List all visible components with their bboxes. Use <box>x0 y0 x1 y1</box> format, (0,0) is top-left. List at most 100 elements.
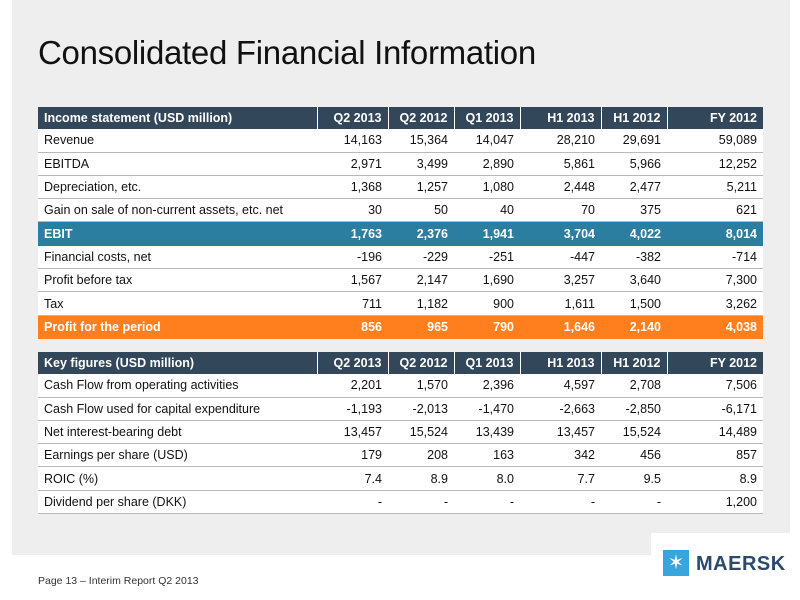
table-cell: 30 <box>317 198 388 223</box>
table-cell: 14,489 <box>667 420 763 445</box>
column-header: Q2 2012 <box>387 107 454 130</box>
row-label: Cash Flow from operating activities <box>38 374 317 398</box>
column-header: FY 2012 <box>666 352 763 375</box>
row-label: EBITDA <box>38 152 317 176</box>
table-cell: 8.0 <box>454 466 520 491</box>
table-cell: 3,704 <box>520 221 601 246</box>
table-cell: - <box>454 490 520 515</box>
column-header: Q2 2013 <box>316 107 388 130</box>
table-row: EBITDA 2,971 3,499 2,890 5,861 5,966 12,… <box>38 152 763 176</box>
row-label: Net interest-bearing debt <box>38 420 317 445</box>
table-cell: 3,262 <box>667 291 763 316</box>
table-cell: 208 <box>388 443 454 468</box>
table-cell: 8,014 <box>667 221 763 246</box>
column-header: H1 2013 <box>519 352 601 375</box>
table-cell: 28,210 <box>520 129 601 153</box>
key-figures-table: Key figures (USD million) Q2 2013 Q2 201… <box>38 352 763 515</box>
table-cell: -2,663 <box>520 397 601 421</box>
table-cell: 3,257 <box>520 268 601 293</box>
row-label: ROIC (%) <box>38 466 317 491</box>
table-cell: 1,500 <box>601 291 667 316</box>
table-cell: -251 <box>454 245 520 270</box>
column-header: Q1 2013 <box>453 352 520 375</box>
table-cell: -714 <box>667 245 763 270</box>
row-label: Dividend per share (DKK) <box>38 490 317 515</box>
table-row: Tax 711 1,182 900 1,611 1,500 3,262 <box>38 291 763 316</box>
table-cell: 1,763 <box>317 221 388 246</box>
table-cell: 1,570 <box>388 374 454 398</box>
table-cell: 5,966 <box>601 152 667 176</box>
table-cell: - <box>601 490 667 515</box>
table-cell: 7,506 <box>667 374 763 398</box>
table-row: Earnings per share (USD) 179 208 163 342… <box>38 443 763 468</box>
table-cell: 50 <box>388 198 454 223</box>
table-cell: 2,396 <box>454 374 520 398</box>
table-cell: 3,640 <box>601 268 667 293</box>
table-cell: 621 <box>667 198 763 223</box>
table-cell: 965 <box>388 315 454 339</box>
table-cell: 8.9 <box>388 466 454 491</box>
table-cell: 3,499 <box>388 152 454 176</box>
table-row: Net interest-bearing debt 13,457 15,524 … <box>38 420 763 445</box>
table-cell: 13,457 <box>317 420 388 445</box>
table-cell: 15,524 <box>601 420 667 445</box>
page-title: Consolidated Financial Information <box>38 34 536 71</box>
table-cell: 13,439 <box>454 420 520 445</box>
row-label: Profit for the period <box>38 315 317 339</box>
table-cell: 5,211 <box>667 175 763 200</box>
table-cell: 1,567 <box>317 268 388 293</box>
table-cell: 1,646 <box>520 315 601 339</box>
table-cell: 1,200 <box>667 490 763 515</box>
table-cell: 70 <box>520 198 601 223</box>
table-cell: 1,611 <box>520 291 601 316</box>
table-cell: 4,038 <box>667 315 763 339</box>
column-header: H1 2013 <box>519 107 601 130</box>
table-cell: 5,861 <box>520 152 601 176</box>
table-cell: -2,850 <box>601 397 667 421</box>
table-cell: 1,080 <box>454 175 520 200</box>
column-header: H1 2012 <box>600 352 667 375</box>
table-cell: -196 <box>317 245 388 270</box>
row-label: Earnings per share (USD) <box>38 443 317 468</box>
column-header: H1 2012 <box>600 107 667 130</box>
column-header: Q1 2013 <box>453 107 520 130</box>
row-label: Financial costs, net <box>38 245 317 270</box>
table-cell: 2,376 <box>388 221 454 246</box>
table-cell: 9.5 <box>601 466 667 491</box>
income-statement-table: Income statement (USD million) Q2 2013 Q… <box>38 107 763 339</box>
column-header: Income statement (USD million) <box>38 107 317 130</box>
table-cell: 2,708 <box>601 374 667 398</box>
table-cell: -6,171 <box>667 397 763 421</box>
logo-text: MAERSK <box>696 553 786 575</box>
table-cell: 4,022 <box>601 221 667 246</box>
table-cell: 59,089 <box>667 129 763 153</box>
table-row: Profit before tax 1,567 2,147 1,690 3,25… <box>38 268 763 293</box>
column-header: FY 2012 <box>666 107 763 130</box>
profit-row: Profit for the period 856 965 790 1,646 … <box>38 315 763 339</box>
table-row: Financial costs, net -196 -229 -251 -447… <box>38 245 763 270</box>
table-row: Depreciation, etc. 1,368 1,257 1,080 2,4… <box>38 175 763 200</box>
table-cell: 790 <box>454 315 520 339</box>
table-cell: 375 <box>601 198 667 223</box>
table-cell: 1,941 <box>454 221 520 246</box>
table-cell: 13,457 <box>520 420 601 445</box>
table-cell: 7,300 <box>667 268 763 293</box>
table-cell: 456 <box>601 443 667 468</box>
row-label: Cash Flow used for capital expenditure <box>38 397 317 421</box>
table-cell: 2,971 <box>317 152 388 176</box>
table-cell: 29,691 <box>601 129 667 153</box>
table-cell: 857 <box>667 443 763 468</box>
row-label: Profit before tax <box>38 268 317 293</box>
table-cell: -1,193 <box>317 397 388 421</box>
table-row: Dividend per share (DKK) - - - - - 1,200 <box>38 490 763 515</box>
table-cell: 7.4 <box>317 466 388 491</box>
page-footer: Page 13 – Interim Report Q2 2013 <box>38 575 199 587</box>
table-cell: 2,448 <box>520 175 601 200</box>
table-row: Gain on sale of non-current assets, etc.… <box>38 198 763 223</box>
table-cell: -2,013 <box>388 397 454 421</box>
table-cell: - <box>520 490 601 515</box>
table-cell: 856 <box>317 315 388 339</box>
table-cell: -229 <box>388 245 454 270</box>
table-cell: 2,147 <box>388 268 454 293</box>
table-cell: - <box>388 490 454 515</box>
